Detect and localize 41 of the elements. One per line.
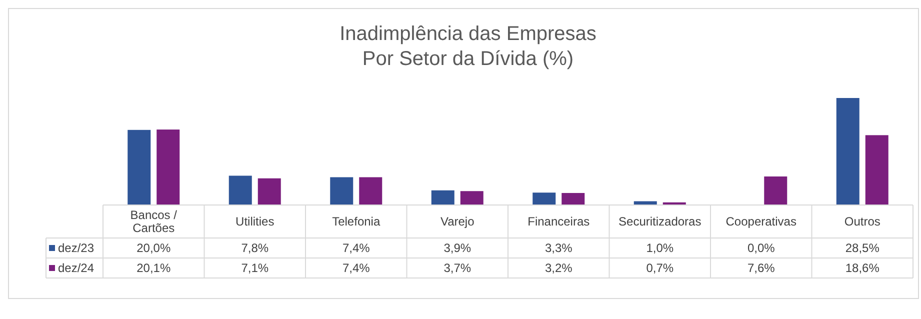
data-label: 7,6% (747, 261, 776, 275)
data-label: 20,1% (136, 261, 171, 275)
bar (359, 177, 382, 205)
legend-label: dez/23 (58, 241, 94, 255)
data-label: 3,2% (544, 261, 573, 275)
x-tick-label: Varejo (440, 214, 475, 228)
bar (634, 201, 657, 205)
bar (156, 130, 180, 205)
chart-title: Inadimplência das Empresas Por Setor da Dívida (%) (340, 23, 596, 70)
x-tick-label: Utilities (236, 214, 274, 228)
x-tick-label: Financeiras (528, 214, 590, 228)
data-label: 1,0% (646, 241, 674, 255)
bar (836, 98, 860, 205)
legend-label: dez/24 (58, 261, 94, 275)
data-label: 20,0% (136, 241, 171, 255)
bar (532, 192, 556, 205)
bar (228, 176, 252, 205)
bar (258, 178, 281, 205)
bar (562, 192, 585, 205)
bar (431, 190, 454, 205)
x-tick-label: Outros (844, 214, 880, 228)
bar (330, 177, 354, 205)
x-tick-label: Cooperativas (726, 214, 796, 228)
data-label: 0,0% (747, 241, 776, 255)
data-label: 7,4% (342, 241, 370, 255)
data-label: 3,9% (444, 241, 472, 255)
x-tick-label: Bancos / Cartões (130, 208, 178, 235)
data-label: 3,3% (544, 241, 573, 255)
x-tick-label: Securitizadoras (618, 214, 702, 228)
bar (460, 191, 484, 205)
x-tick-label: Telefonia (332, 214, 380, 228)
data-label: 7,4% (342, 261, 370, 275)
bar (128, 130, 151, 205)
bar (764, 176, 788, 205)
data-label: 0,7% (646, 261, 674, 275)
data-label: 28,5% (845, 241, 880, 255)
bar (865, 135, 888, 205)
data-label: 7,1% (241, 261, 269, 275)
data-label: 7,8% (241, 241, 269, 255)
data-label: 3,7% (444, 261, 472, 275)
data-label: 18,6% (845, 261, 880, 275)
